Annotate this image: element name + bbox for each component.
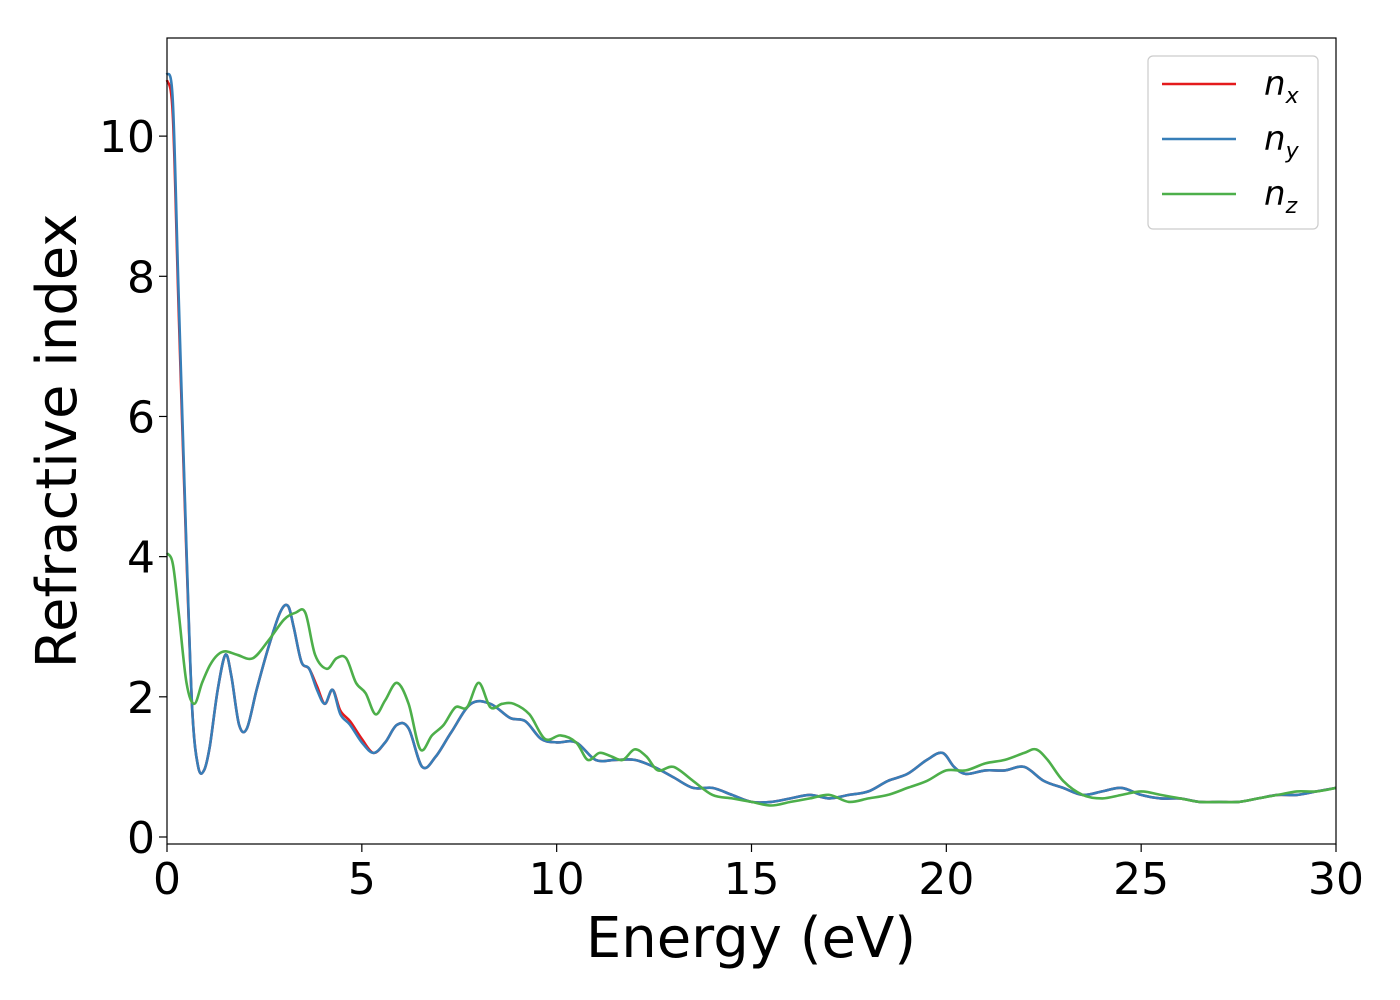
- legend: nx ny nz: [1147, 55, 1319, 230]
- x-tick-label: 0: [153, 854, 181, 905]
- series-line-nz: [165, 552, 1337, 807]
- x-tick-label: 15: [724, 854, 780, 905]
- x-axis-ticks: 0 5 10 15 20 25 30: [153, 844, 1364, 905]
- x-tick-label: 10: [529, 854, 585, 905]
- y-axis-ticks: 0 2 4 6 8 10: [99, 112, 167, 864]
- y-axis-label: Refractive index: [25, 214, 90, 669]
- legend-label-nx: nx: [1264, 64, 1300, 109]
- legend-label-nz: nz: [1264, 174, 1298, 219]
- y-tick-label: 0: [127, 813, 155, 864]
- y-tick-label: 4: [127, 533, 155, 584]
- y-tick-label: 6: [127, 392, 155, 443]
- legend-box: [1147, 55, 1319, 230]
- x-tick-label: 5: [348, 854, 376, 905]
- series-line-ny: [165, 72, 1337, 804]
- legend-label-ny: ny: [1264, 119, 1300, 164]
- x-tick-label: 20: [918, 854, 974, 905]
- x-axis-label: Energy (eV): [586, 906, 916, 971]
- y-tick-label: 8: [127, 252, 155, 303]
- x-tick-label: 25: [1113, 854, 1169, 905]
- y-tick-label: 2: [127, 673, 155, 724]
- y-tick-label: 10: [99, 112, 155, 163]
- series-layer: [165, 72, 1337, 807]
- x-tick-label: 30: [1308, 854, 1364, 905]
